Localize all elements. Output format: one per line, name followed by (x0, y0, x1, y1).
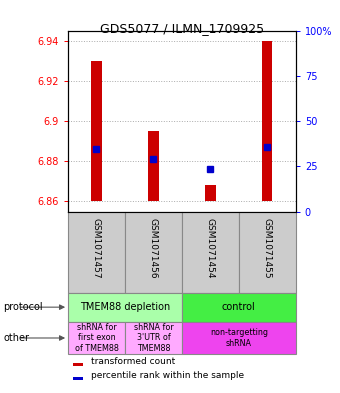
Bar (91, 61, 102, 202)
Text: GDS5077 / ILMN_1709925: GDS5077 / ILMN_1709925 (100, 22, 264, 35)
Bar (182, 322, 296, 354)
Bar (72, 377, 83, 380)
Bar (148, 132, 158, 202)
Bar (239, 211, 296, 292)
Text: non-targetting
shRNA: non-targetting shRNA (210, 328, 268, 348)
Text: other: other (3, 333, 29, 343)
Bar (68, 322, 125, 354)
Text: control: control (222, 302, 256, 312)
Text: protocol: protocol (3, 302, 43, 312)
Text: shRNA for
first exon
of TMEM88: shRNA for first exon of TMEM88 (74, 323, 118, 353)
Bar (205, 185, 216, 202)
Bar (68, 211, 125, 292)
Text: transformed count: transformed count (91, 357, 175, 366)
Bar (72, 363, 83, 365)
Bar (68, 292, 182, 322)
Text: TMEM88 depletion: TMEM88 depletion (80, 302, 170, 312)
Bar (182, 211, 239, 292)
Text: percentile rank within the sample: percentile rank within the sample (91, 371, 244, 380)
Text: GSM1071457: GSM1071457 (92, 218, 101, 279)
Bar (262, 41, 272, 202)
Text: shRNA for
3'UTR of
TMEM88: shRNA for 3'UTR of TMEM88 (134, 323, 173, 353)
Text: GSM1071454: GSM1071454 (206, 218, 215, 279)
Bar (125, 211, 182, 292)
Bar (125, 322, 182, 354)
Text: GSM1071456: GSM1071456 (149, 218, 158, 279)
Text: GSM1071455: GSM1071455 (263, 218, 272, 279)
Bar (182, 292, 296, 322)
